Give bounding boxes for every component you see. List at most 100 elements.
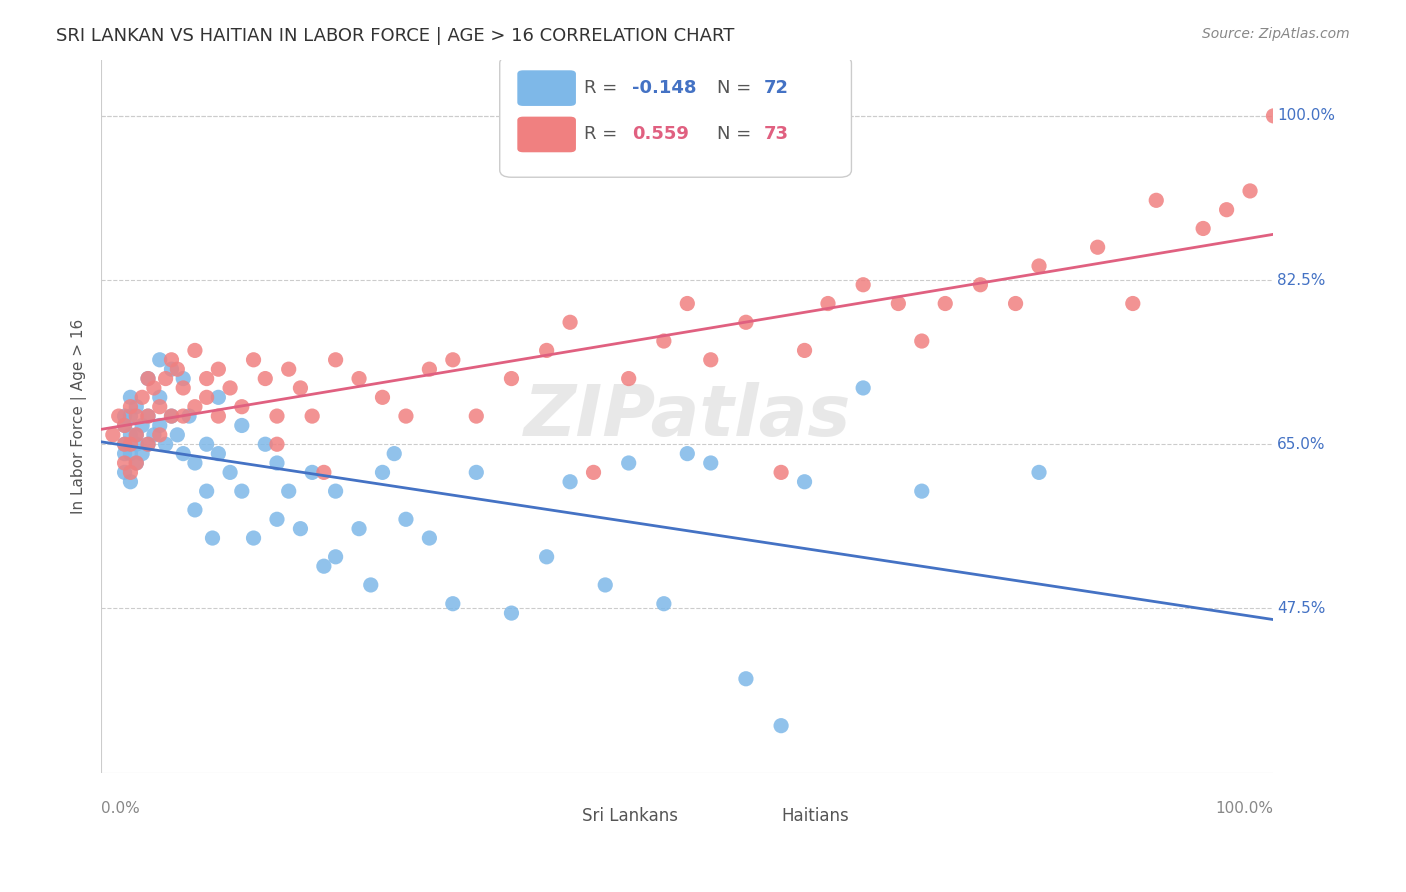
Point bbox=[172, 409, 194, 423]
Point bbox=[325, 352, 347, 367]
FancyBboxPatch shape bbox=[517, 117, 576, 153]
Point bbox=[617, 371, 640, 385]
Point bbox=[120, 390, 142, 404]
Point bbox=[347, 522, 370, 536]
Point bbox=[125, 400, 148, 414]
Point bbox=[969, 277, 991, 292]
Point bbox=[184, 456, 207, 470]
Point bbox=[266, 456, 288, 470]
Point bbox=[166, 362, 188, 376]
Point bbox=[266, 437, 288, 451]
Point bbox=[911, 484, 934, 499]
Point bbox=[242, 531, 264, 545]
Point bbox=[652, 334, 675, 348]
Point bbox=[131, 447, 153, 461]
Point bbox=[360, 578, 382, 592]
Point bbox=[395, 512, 418, 526]
Point bbox=[136, 409, 159, 423]
Point bbox=[136, 437, 159, 451]
Point bbox=[207, 447, 229, 461]
Point bbox=[558, 475, 581, 489]
Point bbox=[160, 362, 183, 376]
Point bbox=[114, 409, 136, 423]
Point bbox=[125, 437, 148, 451]
Point bbox=[1215, 202, 1237, 217]
Point bbox=[160, 409, 183, 423]
Point bbox=[254, 371, 277, 385]
Point bbox=[120, 447, 142, 461]
Text: 0.0%: 0.0% bbox=[101, 801, 139, 816]
Text: -0.148: -0.148 bbox=[633, 79, 697, 97]
Text: 82.5%: 82.5% bbox=[1277, 273, 1326, 287]
Point bbox=[1004, 296, 1026, 310]
Point bbox=[195, 390, 218, 404]
Point bbox=[207, 362, 229, 376]
Point bbox=[1087, 240, 1109, 254]
Point bbox=[172, 447, 194, 461]
Point bbox=[277, 362, 299, 376]
Point bbox=[219, 381, 242, 395]
Point bbox=[149, 418, 172, 433]
Point bbox=[172, 371, 194, 385]
Point bbox=[120, 437, 142, 451]
Point bbox=[120, 409, 142, 423]
Point bbox=[207, 390, 229, 404]
Point bbox=[852, 277, 875, 292]
Point bbox=[700, 352, 723, 367]
Point bbox=[301, 466, 323, 480]
Point bbox=[558, 315, 581, 329]
Point bbox=[184, 503, 207, 517]
Point bbox=[395, 409, 418, 423]
Point bbox=[160, 352, 183, 367]
Point bbox=[231, 418, 253, 433]
FancyBboxPatch shape bbox=[531, 803, 574, 828]
Text: 100.0%: 100.0% bbox=[1216, 801, 1274, 816]
Text: Sri Lankans: Sri Lankans bbox=[582, 807, 678, 825]
Point bbox=[465, 466, 488, 480]
Point bbox=[107, 409, 129, 423]
Point bbox=[676, 447, 699, 461]
Point bbox=[120, 428, 142, 442]
Point bbox=[852, 381, 875, 395]
Point bbox=[325, 549, 347, 564]
Point bbox=[582, 466, 605, 480]
Point bbox=[312, 466, 335, 480]
Point bbox=[120, 475, 142, 489]
Point bbox=[1263, 109, 1285, 123]
Point bbox=[136, 371, 159, 385]
Text: 47.5%: 47.5% bbox=[1277, 601, 1326, 615]
Point bbox=[149, 428, 172, 442]
Point bbox=[114, 418, 136, 433]
FancyBboxPatch shape bbox=[517, 70, 576, 106]
Point bbox=[371, 390, 394, 404]
Point bbox=[382, 447, 405, 461]
Point bbox=[1028, 466, 1050, 480]
Point bbox=[201, 531, 224, 545]
Point bbox=[120, 466, 142, 480]
Text: N =: N = bbox=[717, 126, 756, 144]
Point bbox=[934, 296, 956, 310]
Point bbox=[136, 371, 159, 385]
Point bbox=[441, 597, 464, 611]
Point bbox=[160, 409, 183, 423]
Point bbox=[290, 522, 312, 536]
Text: SRI LANKAN VS HAITIAN IN LABOR FORCE | AGE > 16 CORRELATION CHART: SRI LANKAN VS HAITIAN IN LABOR FORCE | A… bbox=[56, 27, 734, 45]
Point bbox=[125, 456, 148, 470]
Text: R =: R = bbox=[583, 126, 623, 144]
Text: 72: 72 bbox=[763, 79, 789, 97]
Point bbox=[441, 352, 464, 367]
Point bbox=[136, 409, 159, 423]
Text: Haitians: Haitians bbox=[782, 807, 849, 825]
Text: 65.0%: 65.0% bbox=[1277, 437, 1326, 451]
Point bbox=[266, 409, 288, 423]
Point bbox=[325, 484, 347, 499]
Point bbox=[131, 418, 153, 433]
Point bbox=[142, 428, 165, 442]
Point bbox=[184, 343, 207, 358]
Point bbox=[149, 390, 172, 404]
Point bbox=[195, 484, 218, 499]
FancyBboxPatch shape bbox=[731, 803, 773, 828]
Point bbox=[131, 390, 153, 404]
Point bbox=[136, 437, 159, 451]
Point bbox=[735, 672, 758, 686]
